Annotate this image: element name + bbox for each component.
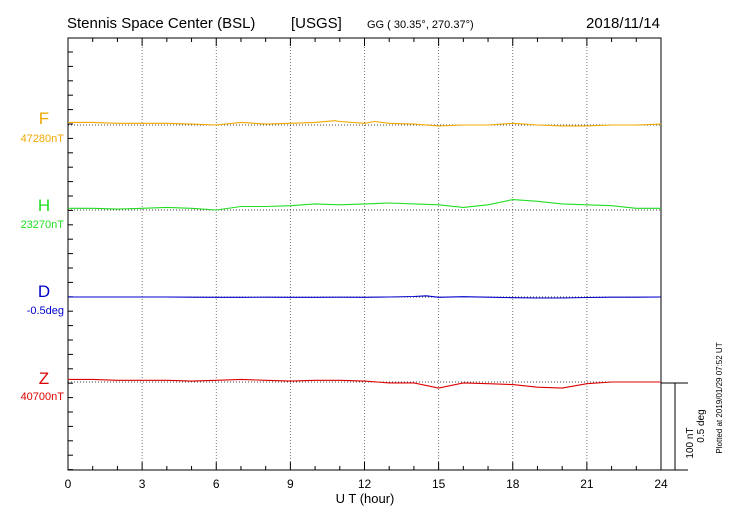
series-layer: F 47280nT H 23270nT D -0.5deg Z 40700nT — [21, 109, 662, 403]
baseline-label-z: 40700nT — [21, 391, 65, 403]
series-name-f: F — [39, 109, 49, 128]
series-f: F 47280nT — [21, 109, 662, 145]
series-name-z: Z — [39, 369, 49, 388]
x-tick-label: 21 — [580, 477, 594, 491]
x-tick-label: 9 — [287, 477, 294, 491]
grid-lines — [141, 38, 588, 470]
series-line-z — [68, 378, 661, 389]
series-name-h: H — [38, 196, 50, 215]
baseline-label-f: 47280nT — [21, 133, 65, 145]
station-title: Stennis Space Center (BSL) — [67, 15, 255, 32]
x-tick-label: 15 — [432, 477, 446, 491]
x-tick-label: 24 — [654, 477, 668, 491]
scale-bar-nt-label: 100 nT — [685, 427, 696, 458]
source-title: [USGS] — [291, 15, 342, 32]
x-tick-label: 0 — [65, 477, 72, 491]
x-axis-label: U T (hour) — [336, 491, 395, 506]
series-line-d — [68, 295, 662, 299]
series-line-f — [68, 120, 662, 127]
coordinates-label: GG ( 30.35°, 270.37°) — [367, 19, 474, 31]
x-tick-label: 3 — [139, 477, 146, 491]
x-tick-labels: 0 3 6 9 12 15 18 21 24 — [65, 477, 668, 491]
series-h: H 23270nT — [21, 196, 661, 231]
x-tick-label: 6 — [213, 477, 220, 491]
series-line-h — [68, 199, 661, 211]
scale-bar-deg-label: 0.5 deg — [696, 409, 707, 442]
series-name-d: D — [38, 282, 50, 301]
baseline-label-d: -0.5deg — [27, 305, 64, 317]
baseline-label-h: 23270nT — [21, 219, 65, 231]
scale-bar: 100 nT 0.5 deg — [661, 382, 707, 471]
x-tick-label: 12 — [358, 477, 372, 491]
series-d: D -0.5deg — [27, 282, 662, 317]
date-label: 2018/11/14 — [586, 15, 660, 32]
plotted-at-note: Plotted at 2019/01/29 07:52 UT — [715, 342, 724, 453]
axis-ticks — [67, 38, 662, 471]
series-z: Z 40700nT — [21, 369, 661, 403]
x-tick-label: 18 — [506, 477, 520, 491]
